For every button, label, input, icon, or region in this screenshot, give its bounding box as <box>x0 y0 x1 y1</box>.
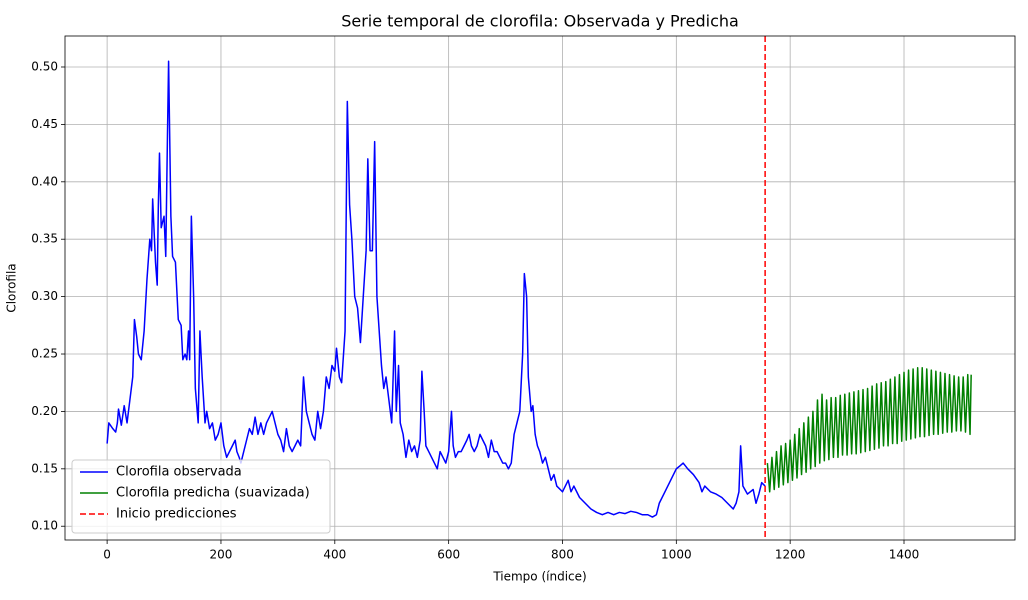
chart-title: Serie temporal de clorofila: Observada y… <box>341 12 739 31</box>
y-axis-label: Clorofila <box>5 263 19 312</box>
x-tick-label: 1200 <box>775 548 806 562</box>
legend-label: Clorofila predicha (suavizada) <box>116 486 310 501</box>
legend-label: Clorofila observada <box>116 465 242 480</box>
x-tick-label: 400 <box>323 548 346 562</box>
x-tick-label: 600 <box>437 548 460 562</box>
y-tick-label: 0.40 <box>31 174 58 188</box>
y-tick-label: 0.10 <box>31 519 58 533</box>
y-tick-label: 0.35 <box>31 232 58 246</box>
y-tick-label: 0.15 <box>31 461 58 475</box>
x-axis-label: Tiempo (índice) <box>492 570 586 584</box>
data-line <box>766 367 972 493</box>
x-tick-label: 800 <box>551 548 574 562</box>
y-tick-label: 0.45 <box>31 117 58 131</box>
y-tick-label: 0.50 <box>31 59 58 73</box>
x-tick-label: 1400 <box>889 548 920 562</box>
y-tick-label: 0.20 <box>31 404 58 418</box>
legend-label: Inicio predicciones <box>116 507 237 522</box>
x-tick-label: 1000 <box>661 548 692 562</box>
legend: Clorofila observada Clorofila predicha (s… <box>71 459 331 534</box>
x-tick-label: 0 <box>103 548 111 562</box>
x-tick-label: 200 <box>210 548 233 562</box>
plot-frame <box>64 35 1016 541</box>
y-tick-label: 0.30 <box>31 289 58 303</box>
y-tick-label: 0.25 <box>31 347 58 361</box>
data-line <box>106 60 766 518</box>
legend-box <box>71 459 331 534</box>
